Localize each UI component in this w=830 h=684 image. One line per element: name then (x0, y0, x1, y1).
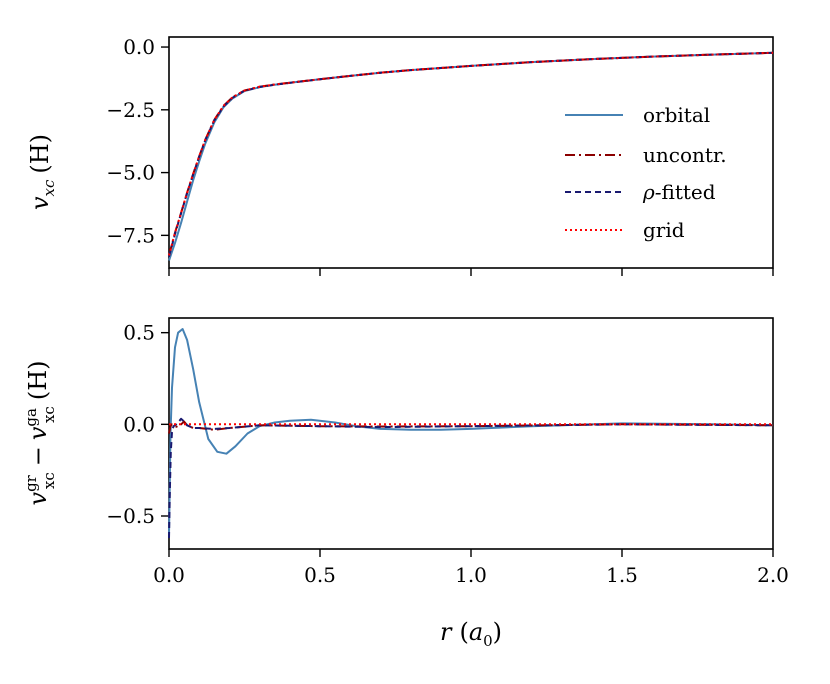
bottom-series-orbital (168, 328, 774, 535)
bottom-series (168, 328, 774, 539)
top-y-tick-label: −2.5 (106, 98, 155, 122)
top-y-label: vxc(H) (26, 134, 58, 210)
bottom-y-tick-label: −0.5 (106, 504, 155, 528)
x-axis-label: r (a0) (440, 618, 502, 650)
bottom-x-tick-label: 0.0 (153, 563, 185, 587)
bottom-y-label: vgrxc−vgaxc(H) (22, 361, 58, 506)
legend-label-uncontr: uncontr. (643, 143, 727, 167)
bottom-ticks: 0.0 0.5 1.0 1.5 2.0 0.5 0.0 −0.5 (106, 321, 788, 587)
bottom-panel: 0.0 0.5 1.0 1.5 2.0 0.5 0.0 −0.5 vgrxc−vgaxc(H)… (22, 317, 789, 650)
bottom-x-tick-label: 1.0 (455, 563, 487, 587)
bottom-plot-frame (168, 317, 774, 550)
top-y-tick-label: −5.0 (106, 161, 155, 185)
top-series-grid (168, 51, 774, 256)
legend-label-grid: grid (643, 218, 685, 242)
top-series (168, 51, 774, 261)
legend: orbital uncontr. ρ-fitted grid (565, 103, 727, 242)
legend-label-orbital: orbital (643, 103, 710, 127)
top-y-tick-label: −7.5 (106, 223, 155, 247)
bottom-series-fitted (168, 417, 774, 539)
top-y-tick-label: 0.0 (123, 35, 155, 59)
top-panel: 0.0 −2.5 −5.0 −7.5 vxc(H) orbital uncontr. … (26, 35, 774, 276)
bottom-y-tick-label: 0.5 (123, 321, 155, 345)
bottom-x-tick-label: 0.5 (304, 563, 336, 587)
bottom-x-tick-label: 1.5 (606, 563, 638, 587)
legend-label-fitted: ρ-fitted (642, 180, 716, 204)
top-ticks: 0.0 −2.5 −5.0 −7.5 (106, 35, 774, 276)
bottom-y-tick-label: 0.0 (123, 412, 155, 436)
bottom-x-tick-label: 2.0 (757, 563, 789, 587)
